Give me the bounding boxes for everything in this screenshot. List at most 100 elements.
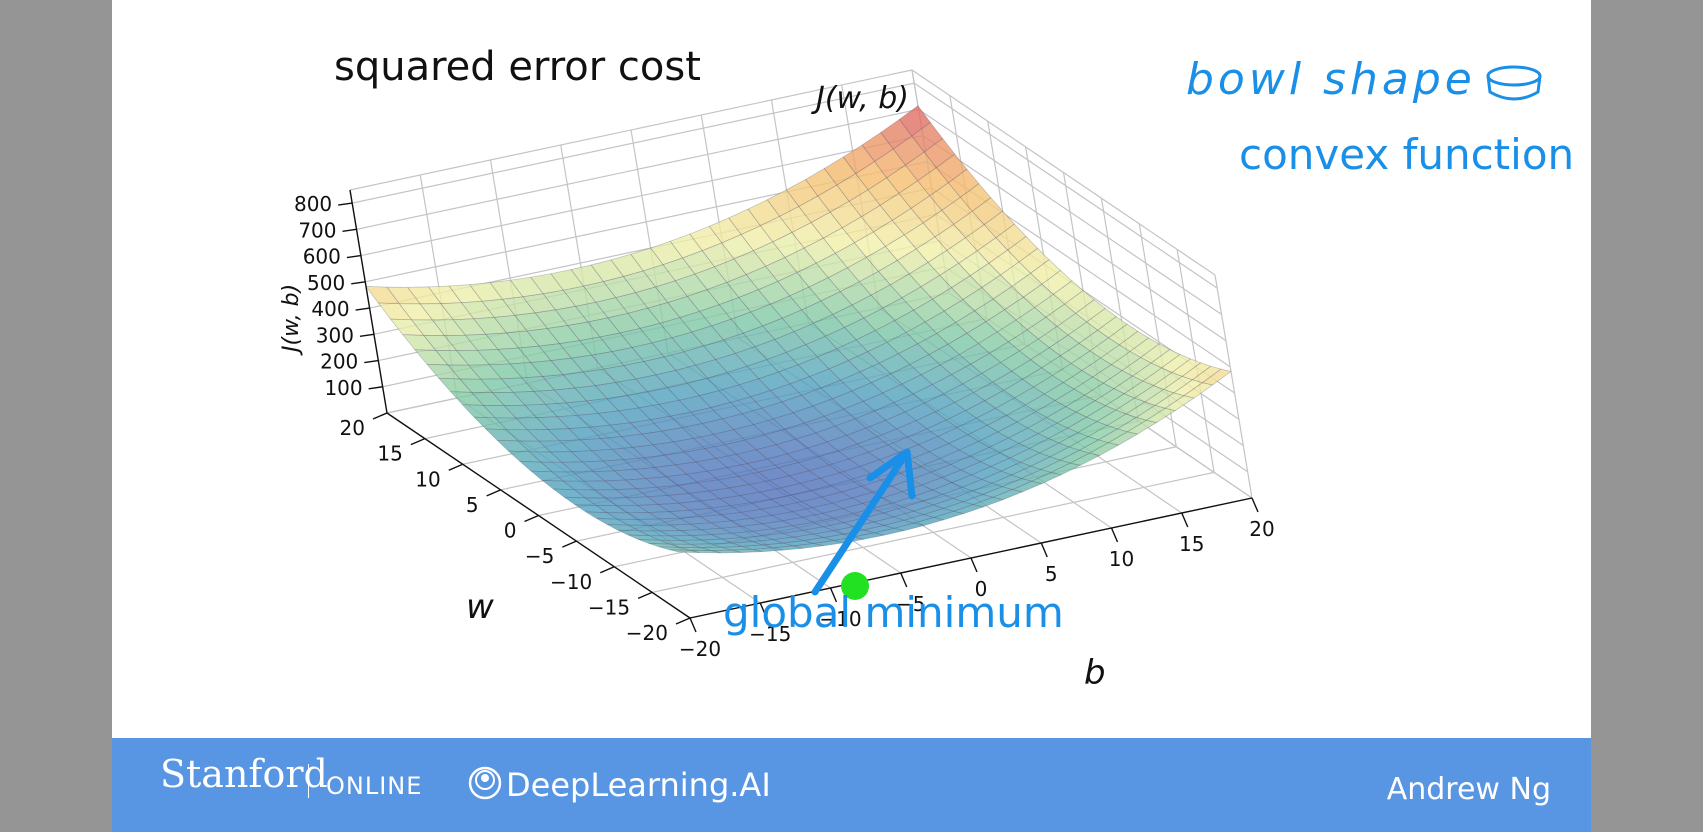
z-axis-label: J(w, b) xyxy=(279,284,304,356)
z-tick-label: 700 xyxy=(298,218,336,242)
chart-marks: 10020030040050060070080020151050−5−10−15… xyxy=(279,81,1275,693)
w-tick xyxy=(562,540,577,548)
w-tick-label: −10 xyxy=(550,570,592,594)
b-tick xyxy=(1110,527,1119,543)
footer-divider xyxy=(308,764,309,798)
w-axis-label: w xyxy=(466,587,494,627)
w-tick-label: −5 xyxy=(525,544,554,568)
surface-patch xyxy=(1011,480,1043,493)
wall-grid-line xyxy=(1214,274,1253,499)
b-tick xyxy=(1040,542,1048,558)
wall-grid-line xyxy=(349,69,913,191)
z-tick-label: 400 xyxy=(311,297,349,321)
w-tick xyxy=(599,566,615,574)
stanford-logo: Stanford xyxy=(160,752,328,796)
chart-title: J(w, b) xyxy=(811,81,909,116)
z-tick-label: 200 xyxy=(320,350,358,374)
axes xyxy=(338,189,1259,633)
w-tick xyxy=(410,437,426,446)
b-tick-label: −20 xyxy=(679,637,721,661)
w-tick xyxy=(524,514,539,523)
b-tick xyxy=(689,617,697,633)
footer-bar: Stanford ONLINE DeepLearning.AI Andrew N… xyxy=(112,738,1591,832)
z-tick xyxy=(342,228,357,233)
b-tick xyxy=(1181,512,1189,528)
w-tick-label: −20 xyxy=(626,621,668,645)
surface-patch xyxy=(772,545,804,551)
surface-patch xyxy=(932,510,965,521)
b-tick xyxy=(759,602,767,618)
surface-patch xyxy=(991,489,1024,501)
w-tick-label: 5 xyxy=(466,493,479,517)
b-tick-label: 20 xyxy=(1249,517,1274,541)
z-tick-label: 500 xyxy=(307,271,345,295)
z-tick xyxy=(355,307,370,311)
z-tick-label: 800 xyxy=(294,192,332,216)
b-tick-label: 15 xyxy=(1179,532,1204,556)
w-tick xyxy=(675,617,691,625)
global-minimum-arrow xyxy=(811,448,911,596)
b-tick xyxy=(829,587,838,603)
surface-patch xyxy=(853,532,885,540)
deeplearning-logo-icon xyxy=(468,766,502,800)
w-tick-label: −15 xyxy=(588,595,630,619)
z-tick xyxy=(351,281,366,285)
surface-patch xyxy=(894,522,925,531)
surface-patch xyxy=(793,543,824,549)
z-tick-label: 100 xyxy=(324,376,362,400)
surface-patch xyxy=(1069,452,1101,466)
surface-plot: 10020030040050060070080020151050−5−10−15… xyxy=(279,69,1275,693)
w-tick-label: 0 xyxy=(504,519,517,543)
surface-patch xyxy=(731,548,763,553)
b-tick-label: 10 xyxy=(1109,547,1134,571)
b-tick-label: 0 xyxy=(975,577,988,601)
w-tick-label: 20 xyxy=(340,416,365,440)
surface-patch xyxy=(874,527,905,536)
z-tick xyxy=(359,333,375,337)
note-bowl-shape: bowl shape xyxy=(1186,54,1476,105)
b-axis-label: b xyxy=(1084,653,1106,693)
z-tick-label: 300 xyxy=(316,323,354,347)
b-tick xyxy=(970,557,978,573)
z-axis-line xyxy=(349,189,388,414)
surface-patch xyxy=(952,504,985,514)
wall-grid-line xyxy=(922,135,1227,342)
z-tick xyxy=(338,202,353,206)
z-tick-label: 600 xyxy=(303,245,341,269)
w-tick xyxy=(486,489,501,497)
note-convex-function: convex function xyxy=(1239,130,1575,179)
wall-grid-line xyxy=(352,82,915,204)
wall-grid-line xyxy=(360,135,924,257)
wall-grid-line xyxy=(356,108,919,230)
w-tick-label: 15 xyxy=(377,442,402,466)
z-tick xyxy=(346,254,361,259)
wall-grid-line xyxy=(918,108,1222,315)
global-minimum-arrowhead xyxy=(866,448,916,500)
global-minimum-marker xyxy=(841,572,869,600)
b-tick xyxy=(1251,497,1259,513)
bowl-icon xyxy=(1486,65,1542,101)
surface-patch xyxy=(669,549,700,554)
surface-patch xyxy=(752,547,783,552)
slide-title: squared error cost xyxy=(334,44,701,90)
wall-grid-line xyxy=(913,82,1218,289)
b-tick-label: −15 xyxy=(749,622,791,646)
b-tick-label: −5 xyxy=(896,592,925,616)
global-minimum-label: global minimum xyxy=(723,588,1064,637)
b-tick-label: −10 xyxy=(819,607,861,631)
surface-mesh xyxy=(365,105,1232,554)
z-tick xyxy=(364,359,379,364)
online-label: ONLINE xyxy=(326,772,423,800)
surface-patch xyxy=(972,496,1005,508)
surface-patch xyxy=(1088,442,1120,456)
w-tick xyxy=(637,591,653,600)
wall-grid-line xyxy=(911,69,1216,276)
w-tick xyxy=(372,412,388,420)
w-tick xyxy=(448,463,464,471)
b-tick-label: 5 xyxy=(1045,562,1058,586)
z-tick xyxy=(368,386,383,390)
author-name: Andrew Ng xyxy=(1386,772,1551,807)
w-tick-label: 10 xyxy=(415,467,440,491)
b-tick xyxy=(900,572,908,588)
surface-patch xyxy=(689,550,721,554)
